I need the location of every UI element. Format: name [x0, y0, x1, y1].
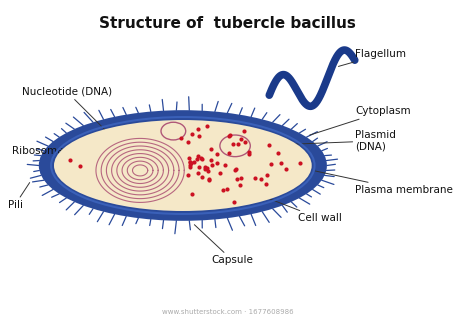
- Text: www.shutterstock.com · 1677608986: www.shutterstock.com · 1677608986: [162, 309, 294, 315]
- Text: Plasma membrane: Plasma membrane: [315, 171, 453, 195]
- Text: Flagellum: Flagellum: [338, 49, 406, 67]
- Text: Structure of  tubercle bacillus: Structure of tubercle bacillus: [100, 16, 356, 31]
- Text: Cell wall: Cell wall: [264, 197, 342, 223]
- Ellipse shape: [39, 110, 327, 221]
- Text: Capsule: Capsule: [194, 225, 253, 265]
- Text: Ribosomes: Ribosomes: [12, 146, 73, 156]
- Ellipse shape: [54, 120, 312, 211]
- Text: Nucleotide (DNA): Nucleotide (DNA): [22, 87, 119, 144]
- Text: Pili: Pili: [8, 183, 30, 210]
- Text: Plasmid
(DNA): Plasmid (DNA): [253, 130, 396, 152]
- Text: Cytoplasm: Cytoplasm: [310, 107, 411, 135]
